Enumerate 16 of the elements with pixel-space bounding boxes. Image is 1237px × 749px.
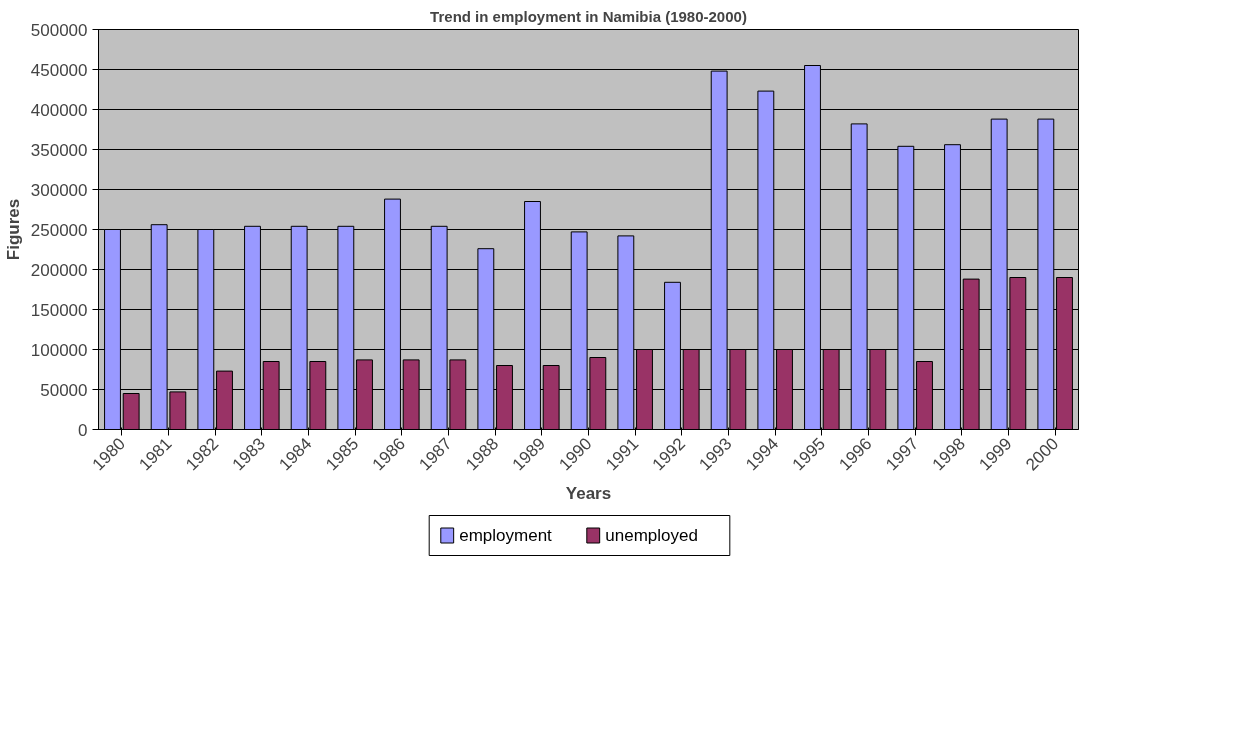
y-tick-label: 150000: [30, 300, 88, 320]
y-tick-label: 450000: [30, 60, 88, 80]
y-tick-label: 500000: [30, 20, 88, 40]
y-tick-label: 350000: [30, 140, 88, 160]
y-tick-label: 200000: [30, 260, 88, 280]
y-tick-label: 50000: [40, 380, 88, 400]
x-axis-title: Years: [565, 483, 612, 503]
y-tick-label: 0: [78, 420, 88, 440]
legend-label: employment: [459, 526, 553, 545]
y-tick-label: 300000: [30, 180, 88, 200]
y-tick-label: 400000: [30, 100, 88, 120]
y-tick-label: 100000: [30, 340, 88, 360]
y-tick-label: 250000: [30, 220, 88, 240]
legend-label: unemployed: [605, 526, 698, 545]
y-axis-title: Figures: [3, 198, 23, 261]
chart-title: Trend in employment in Namibia (1980-2000): [430, 7, 747, 25]
